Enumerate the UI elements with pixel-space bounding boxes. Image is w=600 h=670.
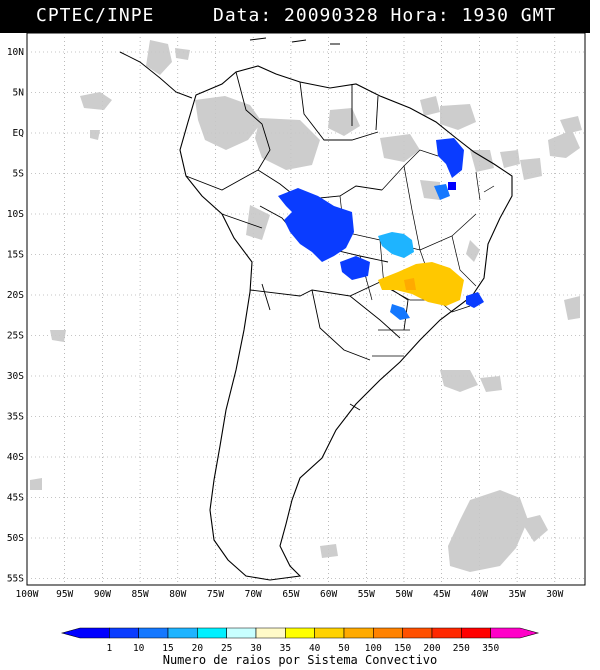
lat-tick-label: 55S (7, 574, 24, 585)
lat-tick-label: 15S (7, 250, 24, 261)
legend-color-swatch (461, 627, 491, 639)
lat-tick-label: 40S (7, 452, 24, 463)
lon-tick-label: 70W (245, 589, 262, 600)
legend-color-swatch (285, 627, 315, 639)
lon-tick-label: 85W (132, 589, 149, 600)
lon-tick-label: 100W (16, 589, 39, 600)
legend-value-label: 200 (423, 643, 440, 654)
legend-value-label: 30 (250, 643, 262, 654)
lon-tick-label: 30W (546, 589, 563, 600)
legend-value-label: 25 (221, 643, 232, 654)
legend-value-label: 150 (394, 643, 411, 654)
convective-system-blue-east (434, 184, 450, 200)
convective-system-blue-south (390, 304, 410, 320)
legend-value-label: 250 (453, 643, 470, 654)
lon-tick-label: 50W (395, 589, 412, 600)
legend-color-swatch (373, 627, 403, 639)
legend-labels: 1 10 15 20 25 30 35 40 50 100 150 200 250 350 (106, 643, 499, 654)
legend-value-label: 100 (365, 643, 382, 654)
legend-title: Numero de raios por Sistema Convectivo (162, 653, 438, 667)
lat-tick-label: 50S (7, 533, 24, 544)
coastline (179, 65, 513, 581)
lon-tick-label: 75W (207, 589, 224, 600)
legend-color-swatch (197, 627, 227, 639)
legend-value-label: 350 (482, 643, 499, 654)
date-time-label: Data: 20090328 Hora: 1930 GMT (213, 5, 557, 26)
legend-value-label: 20 (192, 643, 204, 654)
data-source-label: CPTEC/INPE (36, 5, 155, 26)
legend-color-swatch (109, 627, 139, 639)
lat-tick-label: 5S (13, 169, 25, 180)
convective-system-cyan (378, 232, 414, 258)
legend-color-swatch (314, 627, 345, 639)
legend-color-swatch (138, 627, 169, 639)
lat-tick-label: 10S (7, 209, 24, 220)
central-america-coast (119, 51, 193, 99)
lat-tick-label: 10N (7, 47, 24, 58)
caribbean-islands (249, 37, 340, 45)
legend-color-swatch (402, 627, 433, 639)
legend-color-swatch (255, 627, 286, 639)
lat-tick-label: 20S (7, 290, 24, 301)
lon-tick-label: 55W (358, 589, 375, 600)
legend-value-label: 35 (280, 643, 291, 654)
lat-tick-label: 35S (7, 412, 24, 423)
lon-tick-label: 35W (509, 589, 526, 600)
legend-value-label: 1 (106, 643, 112, 654)
convective-system-blue-coast (466, 292, 484, 308)
lon-tick-label: 40W (471, 589, 488, 600)
lon-tick-label: 65W (282, 589, 299, 600)
lon-tick-label: 60W (320, 589, 337, 600)
lon-tick-label: 90W (94, 589, 111, 600)
lat-tick-label: 30S (7, 371, 24, 382)
convective-system-blue-west (278, 188, 354, 262)
lat-tick-label: EQ (13, 128, 25, 139)
lon-tick-label: 45W (433, 589, 450, 600)
legend-color-swatch (167, 627, 198, 639)
title-bar: CPTEC/INPE Data: 20090328 Hora: 1930 GMT (0, 0, 590, 33)
convective-system-orange (378, 262, 464, 306)
legend-color-swatch (343, 627, 374, 639)
convective-system-blue-dot (448, 182, 456, 190)
color-legend (60, 627, 540, 639)
convective-system-orange-small (404, 278, 416, 290)
legend-color-swatch (60, 627, 110, 639)
lightning-systems (278, 138, 484, 320)
legend-color-swatch (490, 627, 540, 639)
legend-value-label: 50 (338, 643, 350, 654)
legend-value-label: 40 (309, 643, 321, 654)
legend-color-swatch (431, 627, 462, 639)
lon-tick-label: 95W (56, 589, 73, 600)
lat-tick-label: 45S (7, 493, 24, 504)
lon-tick-label: 80W (169, 589, 186, 600)
legend-color-swatch (226, 627, 257, 639)
convective-system-blue-northeast (436, 138, 464, 178)
convective-system-blue-small (340, 256, 370, 280)
lat-tick-label: 25S (7, 331, 24, 342)
lat-tick-label: 5N (13, 88, 25, 99)
legend-value-label: 10 (133, 643, 145, 654)
legend-value-label: 15 (162, 643, 173, 654)
country-borders (185, 71, 409, 411)
